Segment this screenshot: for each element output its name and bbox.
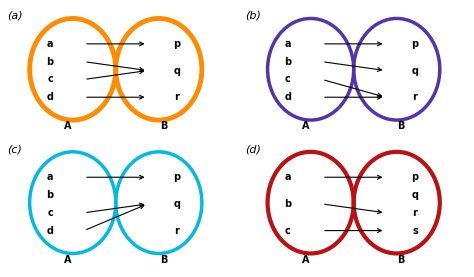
Text: c: c: [285, 75, 291, 84]
Text: d: d: [46, 92, 54, 102]
Text: A: A: [302, 255, 310, 265]
Text: B: B: [398, 121, 405, 131]
Text: (a): (a): [7, 11, 23, 21]
Text: p: p: [173, 39, 181, 49]
Text: r: r: [412, 208, 417, 218]
Text: b: b: [46, 57, 54, 67]
Text: (d): (d): [245, 144, 261, 154]
Text: (c): (c): [7, 144, 22, 154]
Text: q: q: [411, 66, 419, 76]
Text: B: B: [160, 121, 167, 131]
Text: q: q: [411, 190, 419, 200]
Text: p: p: [173, 172, 181, 182]
Text: a: a: [285, 172, 291, 182]
Text: s: s: [412, 225, 418, 235]
Text: q: q: [173, 66, 181, 76]
Text: a: a: [285, 39, 291, 49]
Text: B: B: [160, 255, 167, 265]
Text: c: c: [285, 225, 291, 235]
Text: c: c: [47, 208, 53, 218]
Text: q: q: [173, 199, 181, 209]
Text: c: c: [47, 75, 53, 84]
Text: p: p: [411, 39, 419, 49]
Text: p: p: [411, 172, 419, 182]
Text: b: b: [284, 199, 292, 209]
Text: b: b: [46, 190, 54, 200]
Text: B: B: [398, 255, 405, 265]
Text: r: r: [174, 225, 179, 235]
Text: A: A: [64, 121, 72, 131]
Text: r: r: [412, 92, 417, 102]
Text: b: b: [284, 57, 292, 67]
Text: A: A: [302, 121, 310, 131]
Text: d: d: [46, 225, 54, 235]
Text: d: d: [284, 92, 292, 102]
Text: A: A: [64, 255, 72, 265]
Text: (b): (b): [245, 11, 261, 21]
Text: r: r: [174, 92, 179, 102]
Text: a: a: [47, 39, 53, 49]
Text: a: a: [47, 172, 53, 182]
